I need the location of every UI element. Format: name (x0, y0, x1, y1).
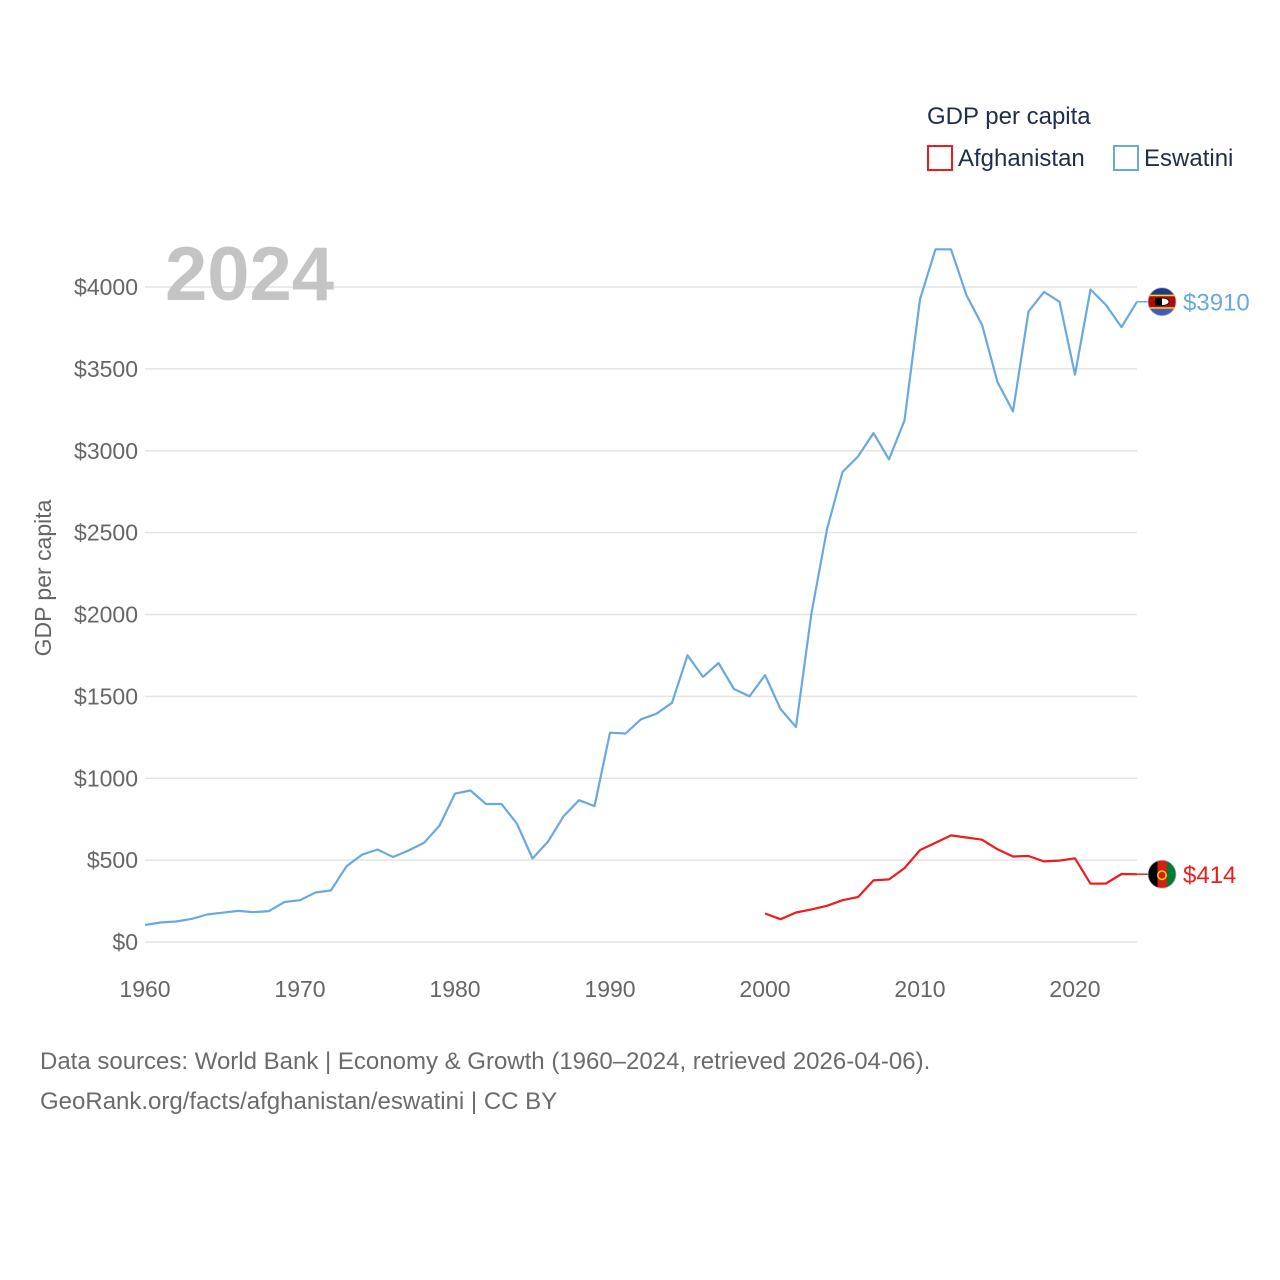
flag-outline (1147, 287, 1177, 317)
series-lines (144, 248, 1138, 927)
year-label: 2024 (165, 232, 334, 317)
legend-title: GDP per capita (927, 103, 1091, 130)
legend-swatch-eswatini (1113, 145, 1139, 171)
flag-body (1148, 287, 1176, 316)
x-tick-label: 1990 (584, 976, 635, 1002)
x-tick-label: 1960 (119, 976, 170, 1002)
flag-band-bottom (1148, 308, 1176, 316)
series-line-eswatini (144, 248, 1138, 927)
y-tick-label: $4000 (74, 274, 138, 300)
legend: GDP per capita Afghanistan Eswatini (927, 103, 1233, 172)
flag-outline (1147, 859, 1177, 889)
flag-emblem (1157, 870, 1168, 881)
afghanistan-flag-icon (1147, 859, 1177, 889)
data-source-note: Data sources: World Bank | Economy & Gro… (40, 1042, 1260, 1122)
legend-item-eswatini[interactable]: Eswatini (1113, 145, 1233, 172)
x-tick-label: 1970 (274, 976, 325, 1002)
series-end-markers: $414 $3910 (1137, 287, 1250, 889)
legend-swatch-afghanistan (927, 145, 953, 171)
legend-item-afghanistan[interactable]: Afghanistan (927, 145, 1085, 172)
y-tick-label: $2000 (74, 602, 138, 628)
y-axis-ticks: $0 $500 $1000 $1500 $2000 $2500 $3000 $3500 $400… (74, 274, 138, 955)
y-tick-label: $3000 (74, 438, 138, 464)
eswatini-flag-icon (1147, 287, 1177, 317)
y-tick-label: $2500 (74, 520, 138, 546)
legend-label-afghanistan: Afghanistan (958, 145, 1085, 172)
y-tick-label: $1500 (74, 683, 138, 709)
y-tick-label: $500 (87, 847, 138, 873)
flag-stripe-black (1148, 860, 1158, 889)
flag-band-yellow-top (1148, 294, 1176, 297)
grid-lines (145, 286, 1137, 943)
y-tick-label: $0 (112, 929, 138, 955)
end-value-label-afghanistan: $414 (1183, 862, 1236, 889)
flag-shield-dark (1155, 297, 1162, 306)
y-tick-label: $3500 (74, 356, 138, 382)
source-line-1: Data sources: World Bank | Economy & Gro… (40, 1048, 931, 1075)
flag-body (1148, 860, 1176, 889)
x-tick-label: 2010 (894, 976, 945, 1002)
end-value-label-eswatini: $3910 (1183, 290, 1250, 317)
legend-label-eswatini: Eswatini (1144, 145, 1233, 172)
flag-band-top (1148, 287, 1176, 295)
x-tick-label: 2000 (739, 976, 790, 1002)
y-axis-label: GDP per capita (30, 499, 56, 656)
flag-band-yellow-bottom (1148, 307, 1176, 309)
x-tick-label: 1980 (429, 976, 480, 1002)
series-line-afghanistan (764, 834, 1138, 921)
source-line-2[interactable]: GeoRank.org/facts/afghanistan/eswatini |… (40, 1088, 558, 1115)
flag-stripe-red (1157, 860, 1167, 889)
x-tick-label: 2020 (1049, 976, 1100, 1002)
x-axis-ticks: 1960 1970 1980 1990 2000 2010 2020 (119, 976, 1100, 1002)
y-tick-label: $1000 (74, 765, 138, 791)
flag-stripe-green (1167, 860, 1176, 889)
